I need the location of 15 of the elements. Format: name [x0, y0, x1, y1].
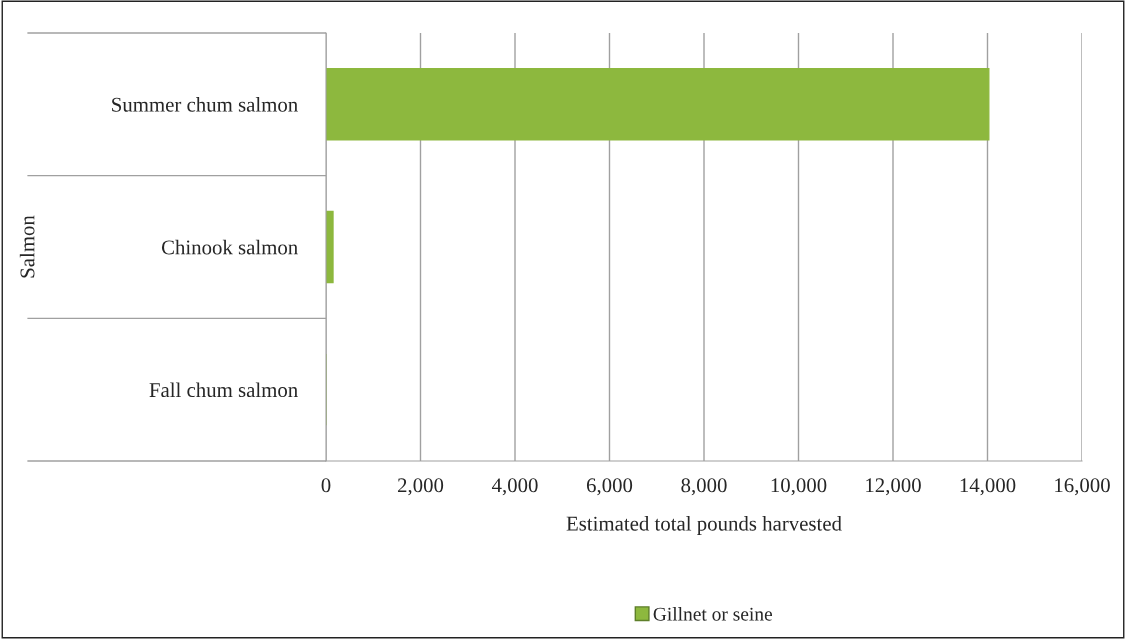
x-axis-title: Estimated total pounds harvested [566, 516, 842, 535]
x-tick-label: 2,000 [397, 478, 444, 496]
y-tick-label: Chinook salmon [161, 239, 298, 255]
x-tick-label: 16,000 [1055, 478, 1110, 496]
y-tick-label: Fall chum salmon [149, 382, 298, 398]
x-tick-label: 4,000 [491, 478, 538, 496]
y-axis-title: Salmon [19, 215, 35, 278]
x-tick-label: 12,000 [866, 478, 921, 496]
y-tick-label: Summer chum salmon [112, 97, 298, 112]
legend-label: Gillnet or seine [653, 607, 773, 621]
x-tick-label: 10,000 [771, 478, 827, 496]
x-tick-label: 14,000 [960, 478, 1016, 496]
x-tick-label: 8,000 [681, 478, 727, 496]
x-tick-label: 0 [321, 478, 331, 493]
x-tick-label: 6,000 [586, 478, 633, 496]
